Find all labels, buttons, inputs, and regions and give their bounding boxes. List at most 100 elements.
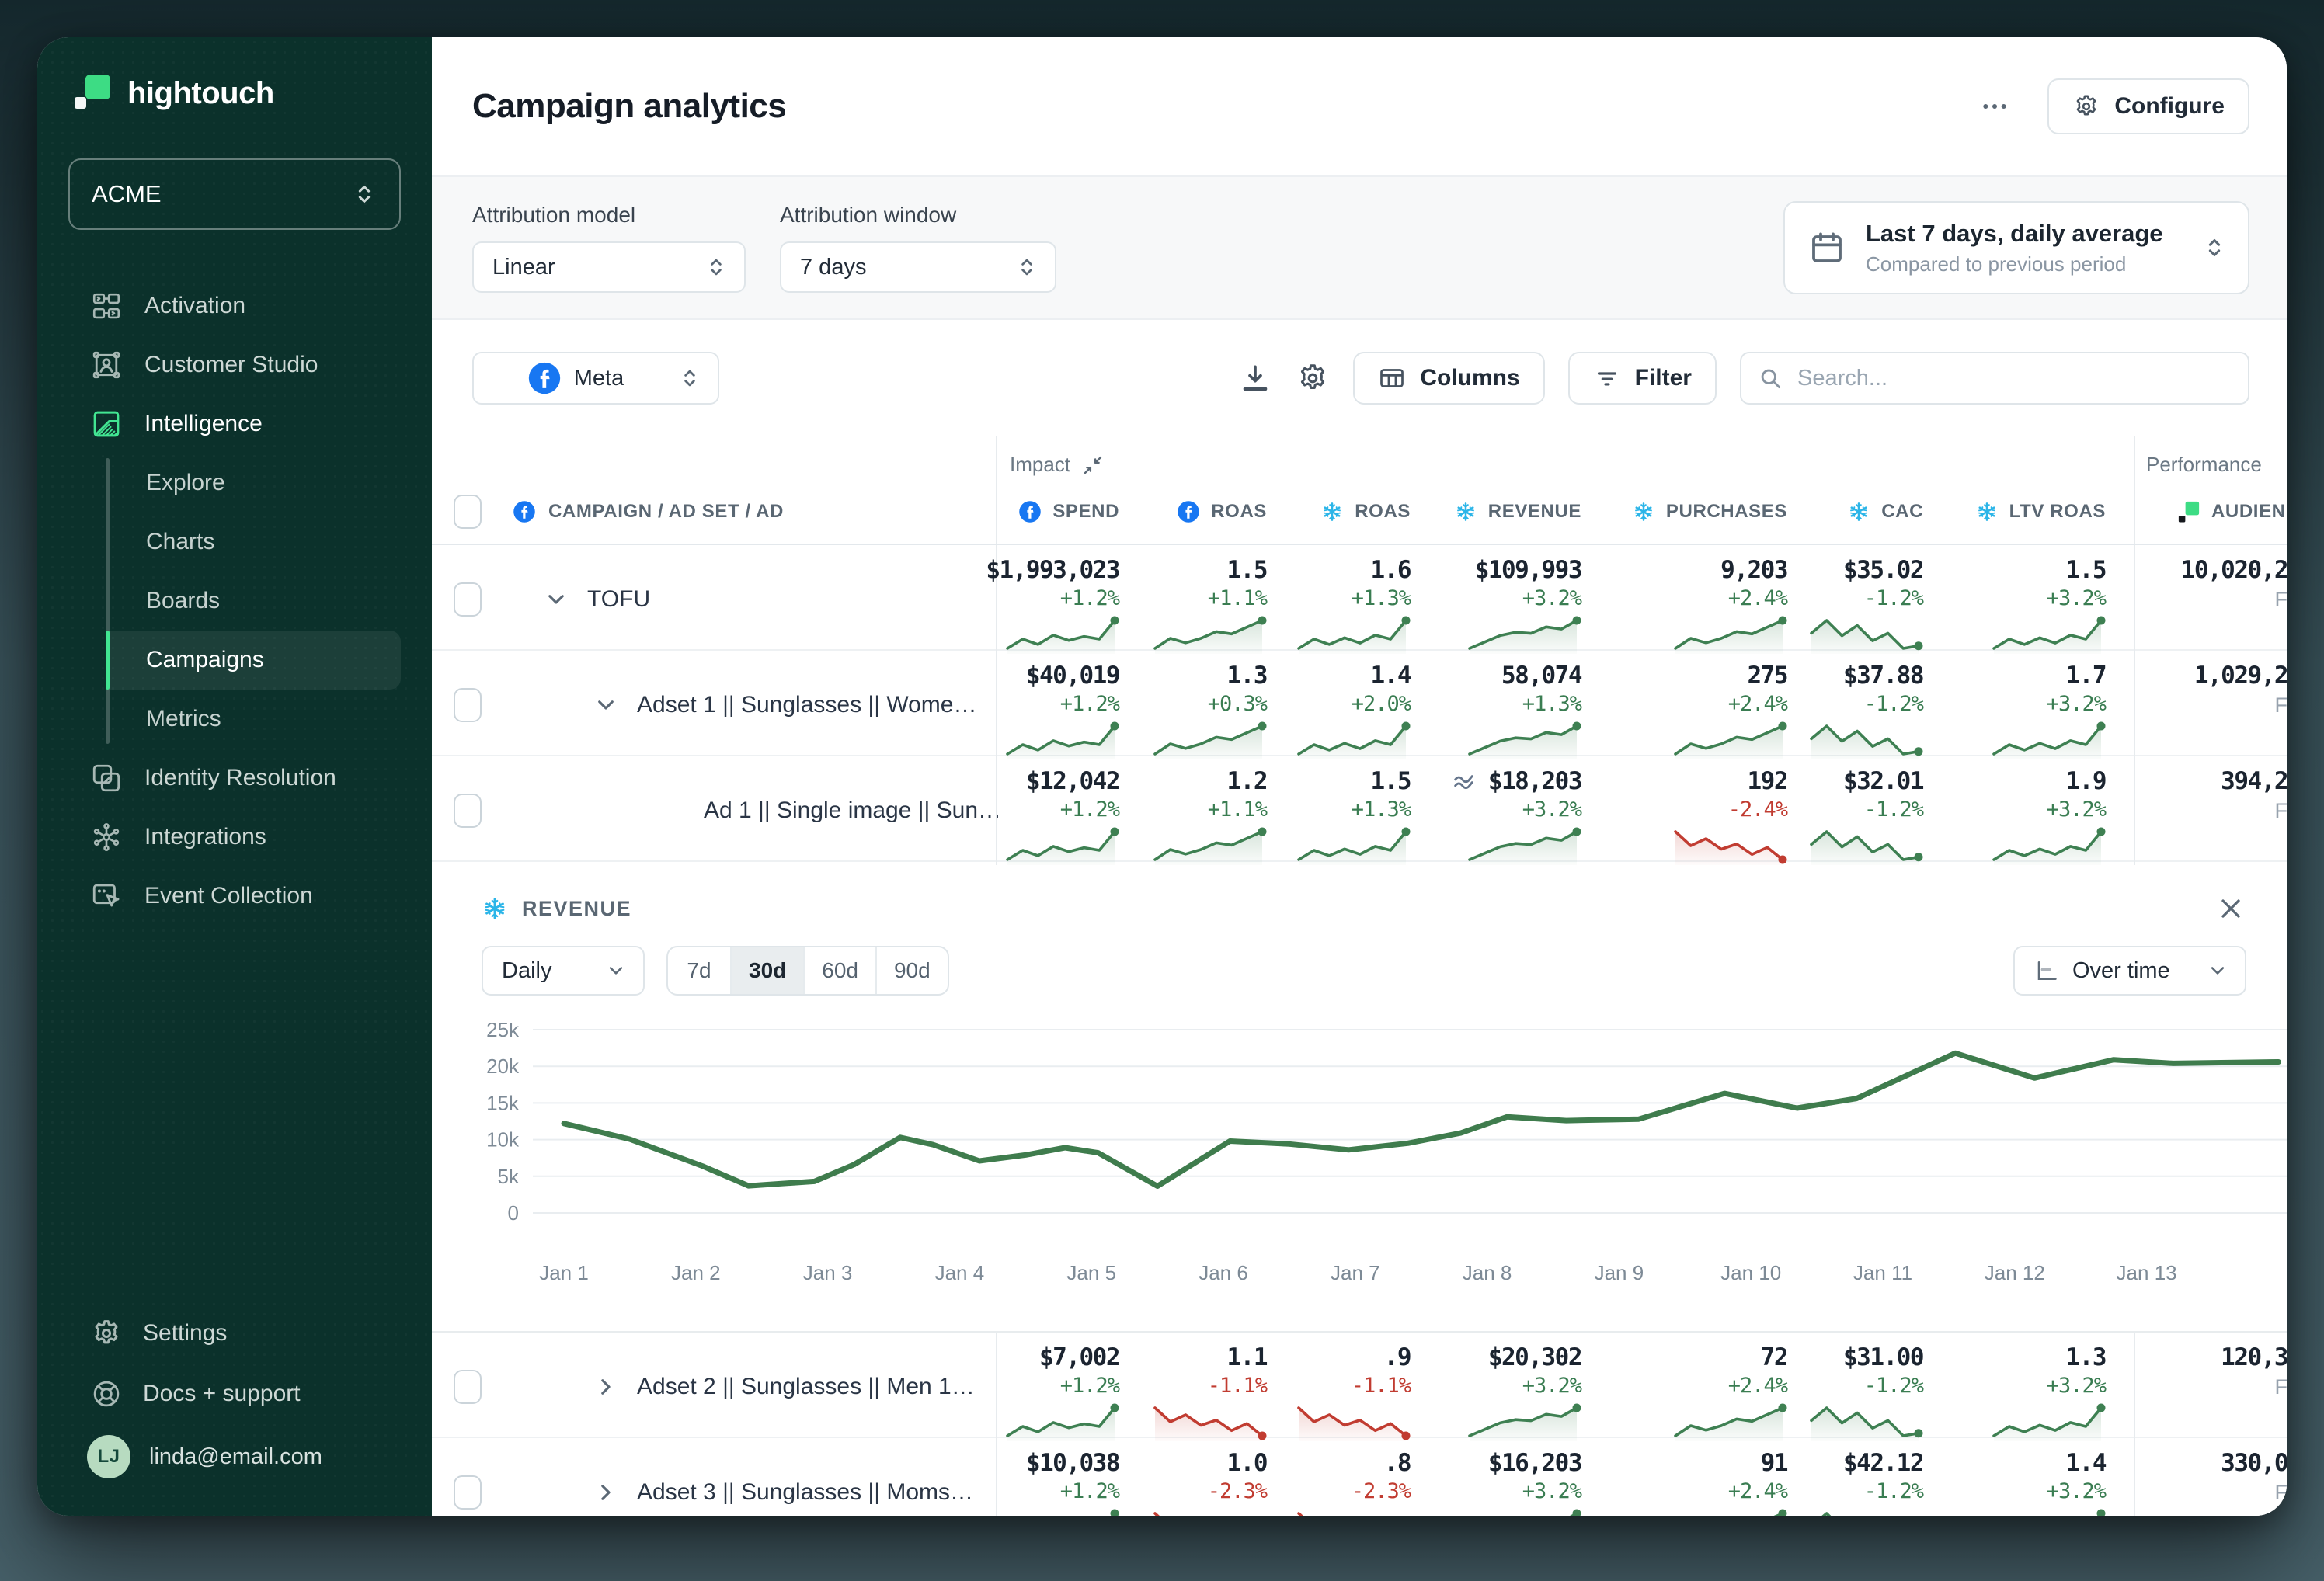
sidebar-item-customer-studio[interactable]: Customer Studio xyxy=(68,335,401,394)
chevron-down-icon[interactable] xyxy=(542,585,570,613)
sidebar-item-identity-resolution[interactable]: Identity Resolution xyxy=(68,749,401,808)
row-name-cell[interactable]: Adset 2 || Sunglasses || Men 1… xyxy=(482,1333,996,1441)
column-header-spend[interactable]: SPEND xyxy=(996,480,1147,544)
sidebar-item-metrics[interactable]: Metrics xyxy=(106,690,401,749)
date-range-selector[interactable]: Last 7 days, daily average Compared to p… xyxy=(1783,201,2249,294)
range-option-60d[interactable]: 60d xyxy=(803,947,875,994)
cell-cac[interactable]: $42.12 -1.2% xyxy=(1815,1438,1951,1516)
cell-roas_sf[interactable]: .8 -2.3% xyxy=(1295,1438,1439,1516)
cell-audience[interactable]: 330,0 F xyxy=(2134,1438,2287,1516)
sidebar-item-activation[interactable]: Activation xyxy=(68,276,401,335)
cell-roas_fb[interactable]: 1.3 +0.3% xyxy=(1147,651,1295,759)
cell-spend[interactable]: $40,019 +1.2% xyxy=(996,651,1147,759)
row-name-cell[interactable]: Ad 1 || Single image || Sun… xyxy=(482,756,1001,865)
cell-purchases[interactable]: 275 +2.4% xyxy=(1609,651,1815,759)
sidebar-item-docs-support[interactable]: Docs + support xyxy=(68,1364,401,1424)
table-settings-gear-icon[interactable] xyxy=(1296,361,1330,395)
download-icon[interactable] xyxy=(1238,361,1272,395)
cell-spend[interactable]: $12,042 +1.2% xyxy=(996,756,1147,865)
sidebar-item-boards[interactable]: Boards xyxy=(106,572,401,631)
collapse-icon[interactable] xyxy=(1081,453,1105,477)
source-select[interactable]: Meta xyxy=(472,352,719,405)
sidebar-item-integrations[interactable]: Integrations xyxy=(68,808,401,867)
cell-purchases[interactable]: 9,203 +2.4% xyxy=(1609,545,1815,654)
row-checkbox[interactable] xyxy=(454,688,482,722)
cell-revenue[interactable]: 58,074 +1.3% xyxy=(1439,651,1609,759)
column-header-purchases[interactable]: PURCHASES xyxy=(1609,480,1815,544)
sidebar-item-settings[interactable]: Settings xyxy=(68,1303,401,1364)
cell-purchases[interactable]: 72 +2.4% xyxy=(1609,1333,1815,1441)
cell-roas_sf[interactable]: .9 -1.1% xyxy=(1295,1333,1439,1441)
columns-button[interactable]: Columns xyxy=(1353,352,1545,405)
chevron-down-icon[interactable] xyxy=(592,691,620,719)
chevron-right-icon[interactable] xyxy=(592,1373,620,1401)
row-name-cell[interactable]: TOFU xyxy=(482,545,996,654)
column-header-roas_sf[interactable]: ROAS xyxy=(1295,480,1439,544)
column-header-ltv_roas[interactable]: LTV ROAS xyxy=(1951,480,2134,544)
search-input[interactable] xyxy=(1740,352,2249,405)
cell-audience[interactable]: 120,3 F xyxy=(2134,1333,2287,1441)
cell-ltv_roas[interactable]: 1.4 +3.2% xyxy=(1951,1438,2134,1516)
cell-audience[interactable]: 394,2 F xyxy=(2134,756,2287,865)
column-header-roas_fb[interactable]: ROAS xyxy=(1147,480,1295,544)
sidebar-item-explore[interactable]: Explore xyxy=(106,453,401,513)
sidebar-item-event-collection[interactable]: Event Collection xyxy=(68,867,401,926)
close-icon[interactable] xyxy=(2215,893,2246,924)
cell-roas_fb[interactable]: 1.5 +1.1% xyxy=(1147,545,1295,654)
attribution-model-select[interactable]: Linear xyxy=(472,241,746,293)
column-header-name[interactable]: CAMPAIGN / AD SET / AD xyxy=(482,480,996,544)
cell-roas_fb[interactable]: 1.0 -2.3% xyxy=(1147,1438,1295,1516)
user-menu[interactable]: LJ linda@email.com xyxy=(68,1424,401,1489)
row-checkbox[interactable] xyxy=(454,1475,482,1510)
more-actions-button[interactable] xyxy=(1970,82,2020,131)
cell-revenue[interactable]: $16,203 +3.2% xyxy=(1439,1438,1609,1516)
cell-roas_sf[interactable]: 1.5 +1.3% xyxy=(1295,756,1439,865)
row-checkbox[interactable] xyxy=(454,794,482,828)
workspace-selector[interactable]: ACME xyxy=(68,158,401,230)
cell-revenue[interactable]: $109,993 +3.2% xyxy=(1439,545,1609,654)
table-row: Adset 1 || Sunglasses || Wome… $40,019 +1.… xyxy=(432,651,2287,759)
cell-cac[interactable]: $32.01 -1.2% xyxy=(1810,756,1951,865)
row-name-cell[interactable]: Adset 3 || Sunglasses || Moms… xyxy=(482,1438,996,1516)
cell-spend[interactable]: $1,993,023 +1.2% xyxy=(986,545,1147,654)
cell-audience[interactable]: 1,029,2 F xyxy=(2134,651,2287,759)
cell-purchases[interactable]: 192 -2.4% xyxy=(1609,756,1815,865)
cell-revenue[interactable]: $20,302 +3.2% xyxy=(1439,1333,1609,1441)
cell-roas_fb[interactable]: 1.2 +1.1% xyxy=(1147,756,1295,865)
row-checkbox[interactable] xyxy=(454,1370,482,1404)
cell-ltv_roas[interactable]: 1.9 +3.2% xyxy=(1951,756,2134,865)
attribution-window-select[interactable]: 7 days xyxy=(780,241,1056,293)
chevron-right-icon[interactable] xyxy=(592,1478,620,1506)
sidebar-item-charts[interactable]: Charts xyxy=(106,513,401,572)
cell-spend[interactable]: $10,038 +1.2% xyxy=(996,1438,1147,1516)
range-option-7d[interactable]: 7d xyxy=(687,958,711,982)
granularity-select[interactable]: Daily xyxy=(482,946,645,996)
cell-cac[interactable]: $31.00 -1.2% xyxy=(1810,1333,1951,1441)
hightouch-logo: hightouch xyxy=(37,68,432,118)
cell-audience[interactable]: 10,020,2 F xyxy=(2134,545,2287,654)
row-name-cell[interactable]: Adset 1 || Sunglasses || Wome… xyxy=(482,651,996,759)
range-option-30d[interactable]: 30d xyxy=(730,947,804,994)
configure-button[interactable]: Configure xyxy=(2047,78,2249,134)
sidebar-item-campaigns[interactable]: Campaigns xyxy=(106,631,401,690)
select-all-checkbox[interactable] xyxy=(454,495,482,529)
cell-ltv_roas[interactable]: 1.3 +3.2% xyxy=(1951,1333,2134,1441)
cell-roas_sf[interactable]: 1.6 +1.3% xyxy=(1295,545,1439,654)
column-header-revenue[interactable]: REVENUE xyxy=(1439,480,1609,544)
cell-cac[interactable]: $35.02 -1.2% xyxy=(1810,545,1951,654)
cell-spend[interactable]: $7,002 +1.2% xyxy=(996,1333,1147,1441)
cell-roas_sf[interactable]: 1.4 +2.0% xyxy=(1295,651,1439,759)
cell-purchases[interactable]: 91 +2.4% xyxy=(1609,1438,1815,1516)
filter-button[interactable]: Filter xyxy=(1567,352,1717,405)
view-select[interactable]: Over time xyxy=(2013,946,2246,996)
cell-ltv_roas[interactable]: 1.7 +3.2% xyxy=(1951,651,2134,759)
cell-roas_fb[interactable]: 1.1 -1.1% xyxy=(1147,1333,1295,1441)
sidebar-item-intelligence[interactable]: Intelligence xyxy=(68,394,401,453)
range-option-90d[interactable]: 90d xyxy=(875,947,948,994)
row-checkbox[interactable] xyxy=(454,582,482,617)
column-header-audience[interactable]: AUDIEN xyxy=(2134,480,2287,544)
cell-ltv_roas[interactable]: 1.5 +3.2% xyxy=(1951,545,2134,654)
cell-revenue[interactable]: $18,203 +3.2% xyxy=(1439,756,1609,865)
cell-cac[interactable]: $37.88 -1.2% xyxy=(1810,651,1951,759)
column-header-cac[interactable]: CAC xyxy=(1815,480,1951,544)
